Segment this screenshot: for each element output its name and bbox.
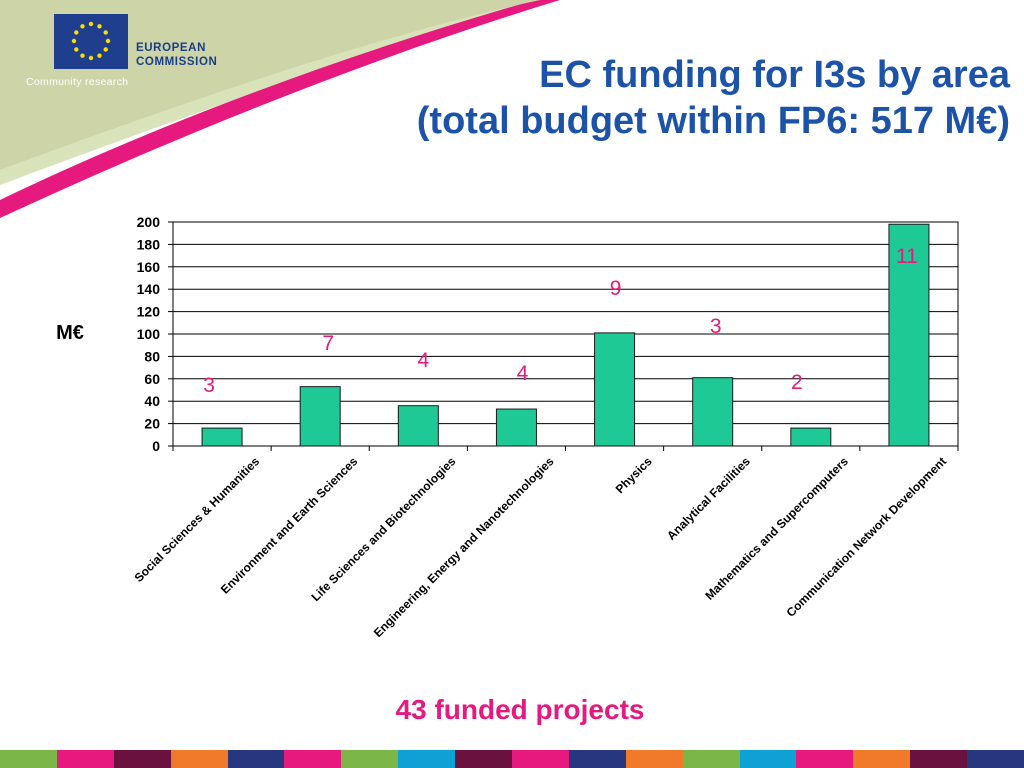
bar [495, 408, 537, 447]
logo-line-1: EUROPEAN [136, 42, 206, 54]
logo-line-2: COMMISSION [136, 56, 218, 68]
bar-annotation: 7 [322, 332, 334, 355]
bar [790, 427, 832, 447]
y-tick-label: 60 [144, 371, 160, 387]
y-tick-label: 120 [137, 304, 161, 320]
bar-annotation: 3 [710, 315, 722, 338]
y-tick-label: 140 [137, 281, 161, 297]
y-axis-label: M€ [56, 322, 84, 344]
color-strip-segment [455, 750, 513, 768]
bar [888, 223, 930, 447]
european-commission-logo: EUROPEAN COMMISSION [54, 14, 218, 74]
x-tick-label: Physics [613, 454, 655, 496]
bar [594, 332, 636, 447]
x-tick-label: Communication Network Development [784, 454, 949, 619]
color-strip-segment [284, 750, 342, 768]
color-strip-segment [113, 750, 171, 768]
y-tick-label: 20 [144, 416, 160, 432]
color-strip-segment [341, 750, 399, 768]
background-swoosh [0, 0, 600, 218]
page-title: EC funding for I3s by area (total budget… [250, 52, 1010, 144]
bar-annotation: 3 [203, 374, 215, 397]
y-tick-label: 0 [152, 438, 160, 454]
color-strip-segment [853, 750, 911, 768]
funded-projects-caption: 43 funded projects [395, 694, 645, 725]
title-line-2: (total budget within FP6: 517 M€) [416, 100, 1010, 142]
y-tick-label: 80 [144, 348, 160, 364]
bar-annotation: 9 [610, 277, 622, 300]
y-tick-label: 180 [137, 236, 161, 252]
x-tick-label: Engineering, Energy and Nanotechnologies [371, 454, 557, 640]
color-strip-segment [625, 750, 683, 768]
y-tick-label: 40 [144, 393, 160, 409]
color-strip-footer [0, 750, 1024, 768]
eu-flag-icon [54, 14, 128, 69]
community-research-label: Community research [26, 76, 129, 88]
bar-annotation: 4 [417, 349, 429, 372]
color-strip-segment [682, 750, 740, 768]
color-strip-segment [170, 750, 228, 768]
y-tick-label: 160 [137, 259, 161, 275]
bar [397, 405, 439, 447]
color-strip-segment [568, 750, 626, 768]
bar [201, 427, 243, 447]
x-tick-label: Analytical Facilities [664, 454, 753, 543]
bar-annotation: 11 [896, 245, 918, 268]
y-tick-label: 100 [137, 326, 161, 342]
bar [692, 377, 734, 447]
color-strip-segment [512, 750, 569, 768]
bar-annotation: 2 [791, 371, 803, 394]
color-strip-segment [739, 750, 797, 768]
color-strip-segment [967, 750, 1024, 768]
bar [299, 386, 341, 447]
y-tick-label: 200 [137, 214, 161, 230]
bar-annotation: 4 [517, 362, 529, 385]
color-strip-segment [398, 750, 456, 768]
color-strip-segment [56, 750, 114, 768]
color-strip-segment [910, 750, 968, 768]
color-strip-segment [796, 750, 854, 768]
color-strip-segment [0, 750, 57, 768]
color-strip-segment [227, 750, 285, 768]
title-line-1: EC funding for I3s by area [539, 54, 1010, 96]
